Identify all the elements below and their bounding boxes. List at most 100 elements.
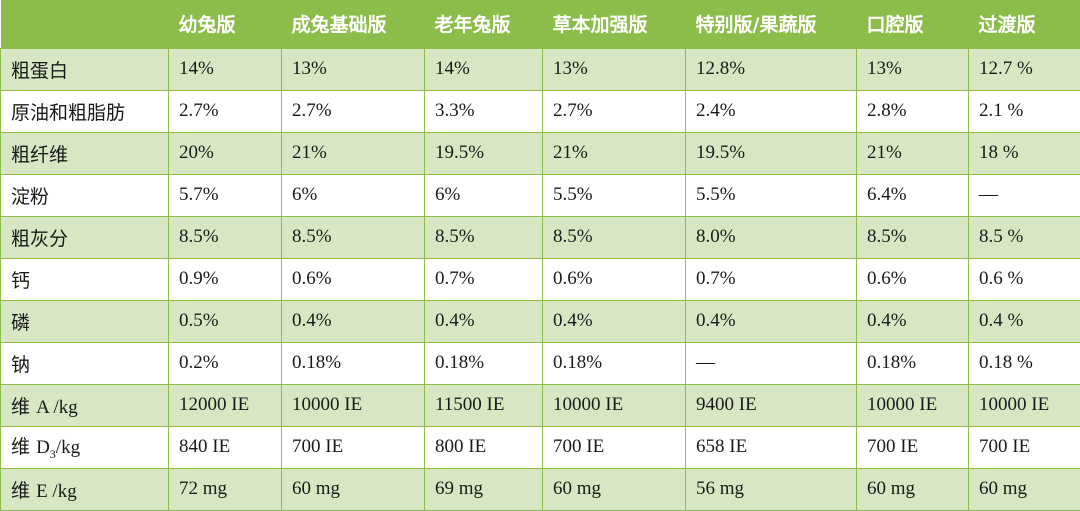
table-cell: 6.4% [857,174,969,216]
row-label: 磷 [1,300,169,342]
table-cell: 700 IE [282,426,425,468]
column-header: 草本加强版 [543,0,686,48]
table-cell: 700 IE [543,426,686,468]
row-label-latin: A /kg [36,397,78,418]
table-cell: 9400 IE [686,384,857,426]
column-header: 过渡版 [969,0,1080,48]
table-cell: 0.18% [543,342,686,384]
table-cell: 21% [282,132,425,174]
table-row: 粗灰分 8.5% 8.5% 8.5% 8.5% 8.0% 8.5% 8.5 % [1,216,1080,258]
table-cell: 19.5% [425,132,543,174]
table-cell: 800 IE [425,426,543,468]
table-cell: 2.7% [282,90,425,132]
row-label: 维 E /kg [1,468,169,510]
table-cell: 5.5% [686,174,857,216]
table-row: 维 D3/kg 840 IE 700 IE 800 IE 700 IE 658 … [1,426,1080,468]
table-cell: 8.5% [169,216,282,258]
table-cell: 10000 IE [857,384,969,426]
table-cell: 0.6 % [969,258,1080,300]
table-cell: 13% [543,48,686,90]
table-cell: 2.4% [686,90,857,132]
column-header: 口腔版 [857,0,969,48]
table-cell: 0.18 % [969,342,1080,384]
row-label: 钙 [1,258,169,300]
row-label-cn: 维 [11,396,30,418]
table-cell: 14% [425,48,543,90]
row-label-suffix: /kg [56,437,80,458]
table-cell: 2.8% [857,90,969,132]
table-cell: 2.7% [169,90,282,132]
table-cell: 5.5% [543,174,686,216]
table-cell: 840 IE [169,426,282,468]
table-cell: 0.6% [282,258,425,300]
table-cell: 6% [282,174,425,216]
row-label: 淀粉 [1,174,169,216]
table-cell: 12000 IE [169,384,282,426]
table-cell: 8.5% [282,216,425,258]
table-cell: 0.4% [857,300,969,342]
table-cell: 20% [169,132,282,174]
row-label-latin: E /kg [36,481,77,502]
column-header: 幼兔版 [169,0,282,48]
table-cell: 0.4% [282,300,425,342]
row-label: 钠 [1,342,169,384]
table-cell: 69 mg [425,468,543,510]
table-cell: 0.18% [425,342,543,384]
table-row: 粗纤维 20% 21% 19.5% 21% 19.5% 21% 18 % [1,132,1080,174]
table-cell: 0.18% [857,342,969,384]
column-header: 老年兔版 [425,0,543,48]
table-row: 淀粉 5.7% 6% 6% 5.5% 5.5% 6.4% — [1,174,1080,216]
table-cell: 0.4% [543,300,686,342]
header-corner [1,0,169,48]
table-cell: 658 IE [686,426,857,468]
table-cell: 0.6% [857,258,969,300]
table-row: 粗蛋白 14% 13% 14% 13% 12.8% 13% 12.7 % [1,48,1080,90]
table-row: 维 A /kg 12000 IE 10000 IE 11500 IE 10000… [1,384,1080,426]
column-header: 特别版/果蔬版 [686,0,857,48]
table-cell: 10000 IE [282,384,425,426]
table-row: 原油和粗脂肪 2.7% 2.7% 3.3% 2.7% 2.4% 2.8% 2.1… [1,90,1080,132]
table-header: 幼兔版 成兔基础版 老年兔版 草本加强版 特别版/果蔬版 口腔版 过渡版 [1,0,1080,48]
table-cell: 0.4% [686,300,857,342]
table-cell: — [686,342,857,384]
header-row: 幼兔版 成兔基础版 老年兔版 草本加强版 特别版/果蔬版 口腔版 过渡版 [1,0,1080,48]
table-cell: 0.7% [686,258,857,300]
table-cell: 0.6% [543,258,686,300]
table-row: 磷 0.5% 0.4% 0.4% 0.4% 0.4% 0.4% 0.4 % [1,300,1080,342]
table-cell: 0.18% [282,342,425,384]
table-cell: 72 mg [169,468,282,510]
table-cell: 8.0% [686,216,857,258]
table-cell: 18 % [969,132,1080,174]
table-cell: 0.2% [169,342,282,384]
table-cell: 0.9% [169,258,282,300]
table-cell: 13% [857,48,969,90]
table-cell: 12.8% [686,48,857,90]
table-cell: 8.5% [857,216,969,258]
row-label: 维 D3/kg [1,426,169,468]
table-cell: 60 mg [969,468,1080,510]
table-cell: 700 IE [857,426,969,468]
table-cell: 6% [425,174,543,216]
column-header: 成兔基础版 [282,0,425,48]
table-cell: 21% [857,132,969,174]
table-cell: 11500 IE [425,384,543,426]
table-row: 钙 0.9% 0.6% 0.7% 0.6% 0.7% 0.6% 0.6 % [1,258,1080,300]
table-cell: 8.5% [543,216,686,258]
row-label: 粗纤维 [1,132,169,174]
table-cell: 2.7% [543,90,686,132]
row-label-cn: 维 [11,436,30,458]
row-label: 原油和粗脂肪 [1,90,169,132]
table-body: 粗蛋白 14% 13% 14% 13% 12.8% 13% 12.7 % 原油和… [1,48,1080,510]
table-cell: 3.3% [425,90,543,132]
table-cell: 8.5 % [969,216,1080,258]
table-row: 维 E /kg 72 mg 60 mg 69 mg 60 mg 56 mg 60… [1,468,1080,510]
table-cell: 0.4% [425,300,543,342]
table-cell: 60 mg [857,468,969,510]
row-label: 粗蛋白 [1,48,169,90]
table-cell: 14% [169,48,282,90]
table-cell: 5.7% [169,174,282,216]
table-cell: 13% [282,48,425,90]
table-cell: 700 IE [969,426,1080,468]
table-cell: 10000 IE [543,384,686,426]
